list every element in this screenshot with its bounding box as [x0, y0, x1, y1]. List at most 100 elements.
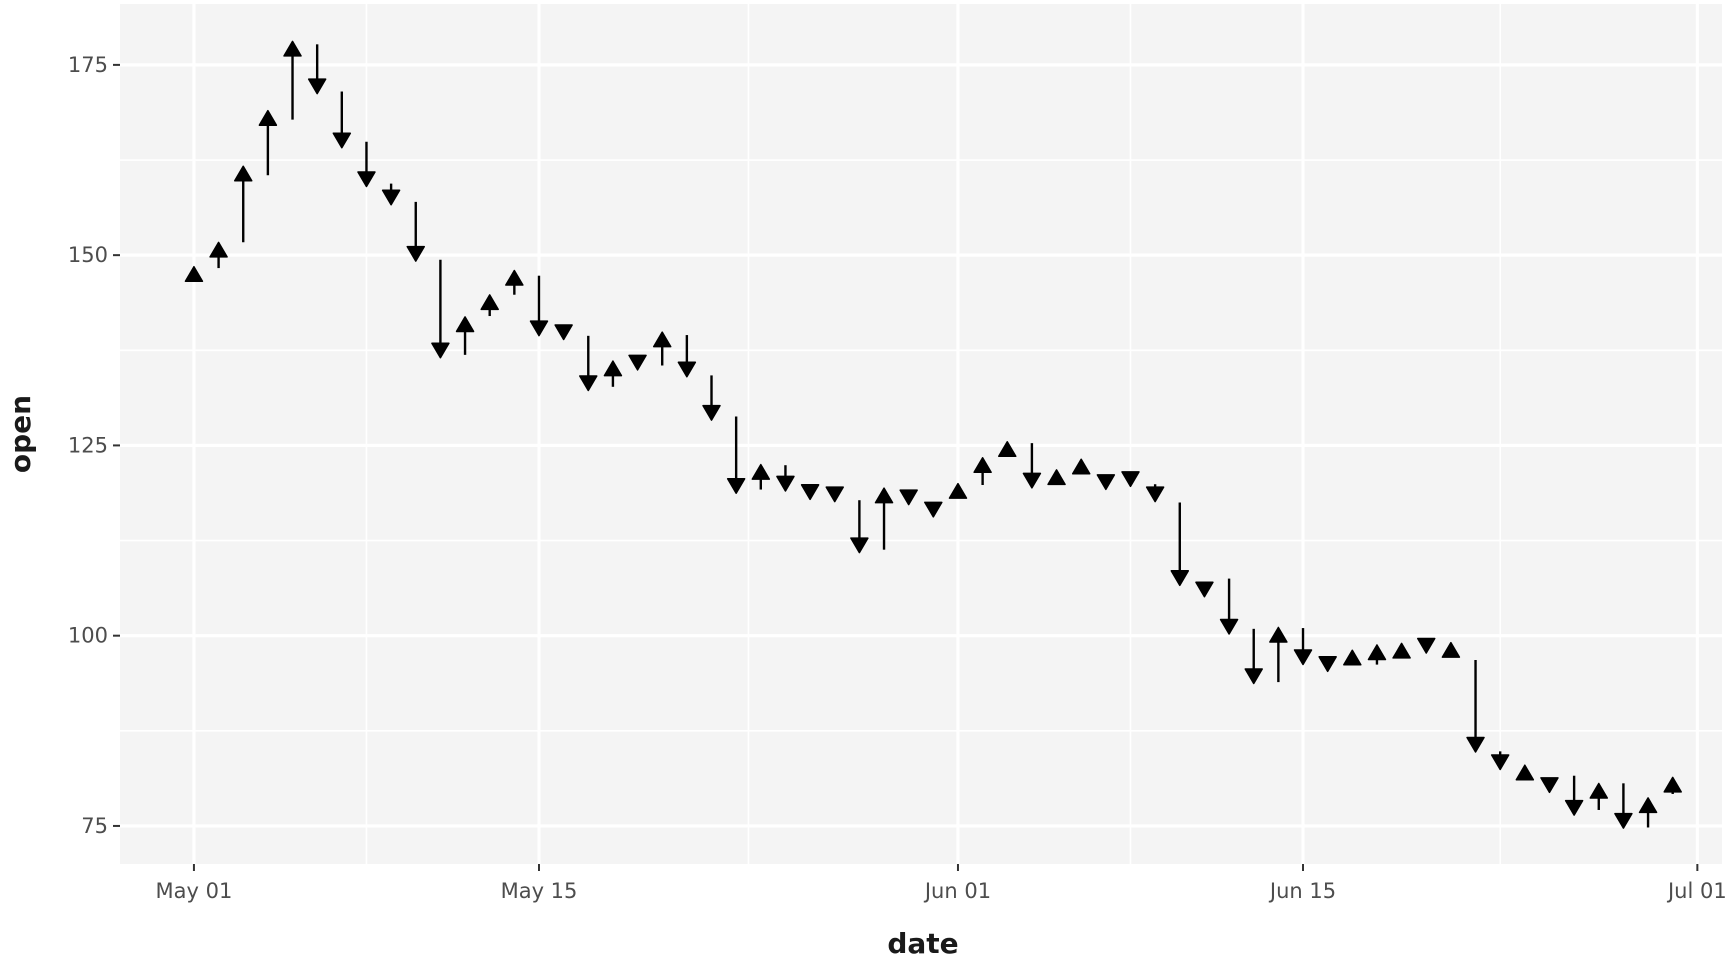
down-triangle-marker	[307, 78, 327, 95]
data-point	[1145, 484, 1165, 503]
up-triangle-marker	[751, 463, 771, 480]
data-point	[850, 500, 869, 554]
down-triangle-marker	[899, 489, 918, 506]
data-point	[332, 91, 352, 149]
data-point	[726, 416, 746, 494]
data-point	[1293, 628, 1313, 666]
y-axis: 75 100 125 150 175	[68, 53, 120, 838]
data-point	[948, 482, 968, 499]
down-triangle-marker	[1318, 656, 1337, 673]
up-triangle-marker	[258, 109, 278, 126]
down-triangle-marker	[850, 537, 869, 554]
up-triangle-marker	[1638, 797, 1658, 814]
up-triangle-marker	[603, 360, 623, 377]
data-point	[505, 269, 524, 295]
data-point	[1195, 581, 1214, 598]
down-triangle-marker	[677, 361, 697, 378]
data-point	[579, 335, 598, 392]
data-point	[283, 40, 302, 120]
data-point	[1515, 764, 1535, 781]
data-point	[233, 165, 253, 243]
data-point	[1564, 775, 1584, 816]
up-triangle-marker	[184, 265, 204, 282]
data-point	[381, 183, 401, 206]
down-triangle-marker	[431, 342, 450, 359]
data-point	[1663, 776, 1682, 794]
up-triangle-marker	[652, 331, 672, 348]
data-point	[529, 275, 549, 337]
data-point	[455, 316, 475, 355]
down-triangle-marker	[1466, 736, 1485, 753]
data-point	[431, 259, 450, 359]
down-triangle-marker	[1145, 486, 1165, 503]
data-point	[1071, 458, 1091, 475]
plot-panel	[120, 4, 1722, 864]
y-tick-label: 175	[68, 53, 108, 77]
down-triangle-marker	[628, 354, 647, 371]
up-triangle-marker	[1367, 644, 1387, 661]
down-triangle-marker	[924, 501, 943, 518]
down-triangle-marker	[1293, 649, 1313, 666]
minor-gridlines	[120, 4, 1722, 864]
data-point	[1392, 642, 1411, 659]
up-triangle-marker	[455, 316, 475, 333]
down-triangle-marker	[1096, 474, 1116, 491]
major-gridlines	[120, 4, 1722, 864]
x-tick-label: May 15	[501, 879, 578, 903]
x-axis: May 01 May 15 Jun 01 Jun 15 Jul 01	[156, 864, 1727, 903]
data-point	[258, 109, 278, 176]
down-triangle-marker	[1614, 812, 1633, 829]
data-point	[406, 201, 426, 262]
data-point	[603, 360, 623, 387]
down-triangle-marker	[529, 320, 549, 337]
down-triangle-marker	[1564, 799, 1584, 816]
data-point	[1441, 641, 1461, 658]
down-triangle-marker	[702, 404, 721, 421]
data-point	[628, 354, 647, 371]
data-point	[1219, 578, 1239, 635]
down-triangle-marker	[800, 484, 820, 501]
data-point	[1022, 443, 1042, 489]
down-triangle-marker	[579, 375, 598, 392]
data-point	[1490, 751, 1510, 771]
down-triangle-marker	[332, 132, 352, 149]
data-point	[677, 335, 697, 378]
data-point	[1244, 628, 1263, 685]
up-triangle-marker	[998, 441, 1017, 458]
data-point	[1638, 797, 1658, 828]
data-point	[924, 501, 943, 518]
down-triangle-marker	[1244, 668, 1263, 685]
down-triangle-marker	[406, 245, 426, 262]
data-point	[800, 484, 820, 501]
data-point	[1047, 469, 1066, 486]
down-triangle-marker	[1416, 637, 1436, 654]
data-marks	[184, 40, 1682, 829]
down-triangle-marker	[357, 171, 376, 188]
data-point	[1096, 474, 1116, 491]
y-tick-label: 150	[68, 243, 108, 267]
up-triangle-marker	[874, 487, 894, 504]
down-triangle-marker	[1170, 570, 1190, 587]
x-tick-label: Jun 15	[1268, 879, 1336, 903]
data-point	[1614, 783, 1633, 829]
data-point	[1540, 777, 1559, 794]
x-tick-label: May 01	[156, 879, 233, 903]
up-triangle-marker	[948, 482, 968, 499]
down-triangle-marker	[1219, 618, 1239, 635]
data-point	[357, 141, 376, 188]
down-triangle-marker	[776, 475, 795, 492]
data-point	[1466, 660, 1485, 753]
up-triangle-marker	[1047, 469, 1066, 486]
up-triangle-marker	[505, 269, 524, 286]
data-point	[1367, 644, 1387, 665]
up-triangle-marker	[233, 165, 253, 182]
data-point	[899, 489, 918, 506]
x-tick-label: Jun 01	[923, 879, 991, 903]
data-point	[1343, 649, 1362, 666]
up-triangle-marker	[1392, 642, 1411, 659]
data-point	[209, 241, 228, 269]
data-point	[1416, 637, 1436, 654]
data-point	[652, 331, 672, 366]
data-point	[825, 486, 844, 503]
up-triangle-marker	[973, 456, 992, 473]
